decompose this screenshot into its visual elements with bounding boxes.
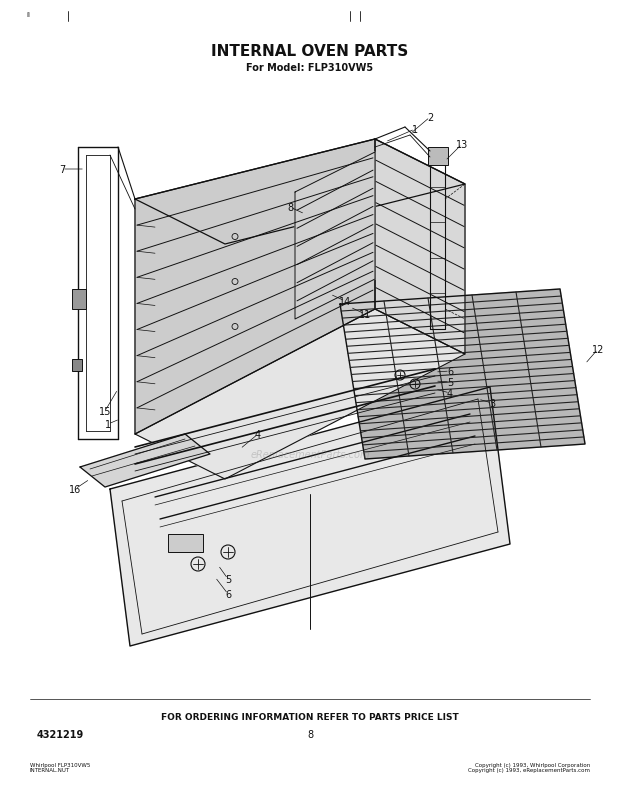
Polygon shape xyxy=(135,140,375,434)
Text: 4: 4 xyxy=(255,430,261,439)
Text: 12: 12 xyxy=(592,344,604,355)
Polygon shape xyxy=(80,434,210,487)
Text: 1: 1 xyxy=(412,124,418,135)
Text: FOR ORDERING INFORMATION REFER TO PARTS PRICE LIST: FOR ORDERING INFORMATION REFER TO PARTS … xyxy=(161,712,459,722)
Text: INTERNAL OVEN PARTS: INTERNAL OVEN PARTS xyxy=(211,44,409,59)
Text: 2: 2 xyxy=(427,113,433,123)
Polygon shape xyxy=(135,310,465,479)
Text: 3: 3 xyxy=(489,398,495,409)
Polygon shape xyxy=(375,140,465,355)
Text: 4: 4 xyxy=(447,389,453,398)
Text: eReplacementParts.com: eReplacementParts.com xyxy=(250,450,370,459)
Text: 8: 8 xyxy=(307,729,313,739)
Text: Whirlpool FLP310VW5
INTERNAL.NUT: Whirlpool FLP310VW5 INTERNAL.NUT xyxy=(30,762,91,772)
Text: ii: ii xyxy=(26,12,30,18)
Polygon shape xyxy=(110,388,510,646)
Text: 4321219: 4321219 xyxy=(37,729,84,739)
Text: Copyright (c) 1993, Whirlpool Corporation
Copyright (c) 1993, eReplacementParts.: Copyright (c) 1993, Whirlpool Corporatio… xyxy=(468,762,590,772)
Text: 16: 16 xyxy=(69,484,81,495)
Polygon shape xyxy=(340,290,585,459)
Bar xyxy=(72,360,82,372)
Bar xyxy=(428,148,448,165)
Text: 8: 8 xyxy=(287,202,293,213)
Bar xyxy=(168,534,203,552)
Bar xyxy=(72,290,86,310)
Text: 1: 1 xyxy=(105,419,111,430)
Text: 6: 6 xyxy=(447,366,453,377)
Text: 5: 5 xyxy=(225,574,231,585)
Text: 14: 14 xyxy=(339,296,351,307)
Polygon shape xyxy=(295,153,375,320)
Polygon shape xyxy=(135,140,465,245)
Text: 5: 5 xyxy=(447,377,453,388)
Text: 7: 7 xyxy=(59,165,65,175)
Text: 11: 11 xyxy=(359,310,371,320)
Text: 15: 15 xyxy=(99,406,111,417)
Text: 6: 6 xyxy=(225,589,231,599)
Text: 13: 13 xyxy=(456,140,468,150)
Text: For Model: FLP310VW5: For Model: FLP310VW5 xyxy=(246,63,374,73)
